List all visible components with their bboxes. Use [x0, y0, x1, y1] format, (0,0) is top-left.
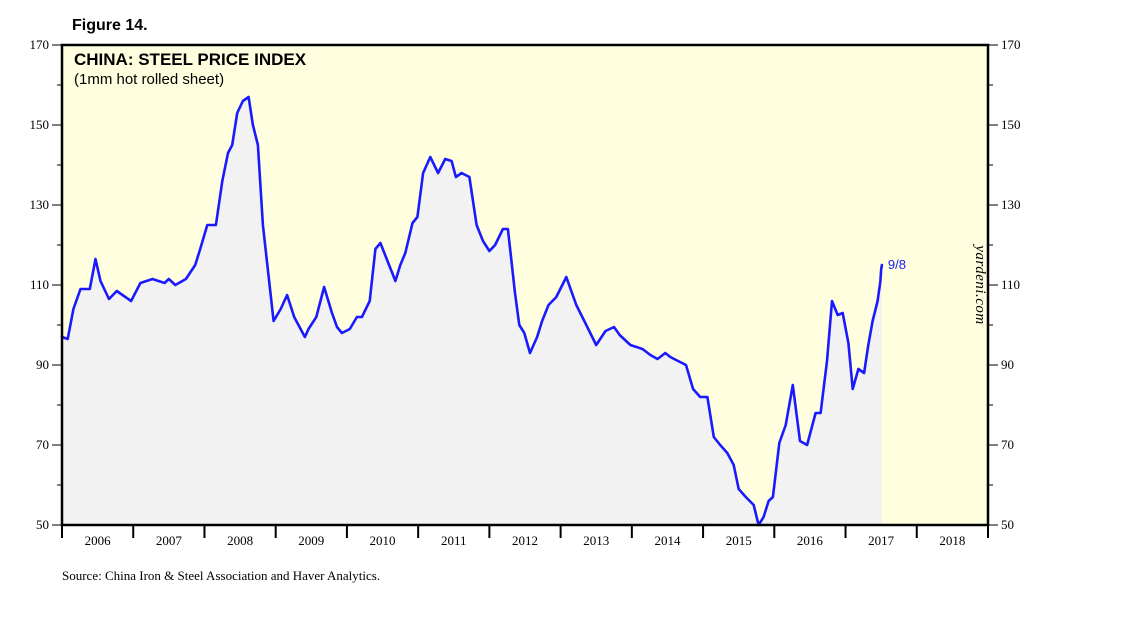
y-tick-label-left: 150 — [30, 117, 50, 132]
x-tick-label: 2018 — [939, 533, 965, 548]
x-tick-label: 2007 — [156, 533, 183, 548]
y-tick-label-left: 130 — [30, 197, 50, 212]
y-tick-label-right: 170 — [1001, 37, 1021, 52]
x-tick-label: 2011 — [441, 533, 467, 548]
x-tick-label: 2013 — [583, 533, 609, 548]
plot-frame — [60, 43, 990, 527]
y-tick-label-left: 170 — [30, 37, 50, 52]
series-line — [60, 95, 884, 527]
x-tick-label: 2014 — [654, 533, 681, 548]
y-tick-label-left: 90 — [36, 357, 49, 372]
y-tick-label-right: 130 — [1001, 197, 1021, 212]
x-axis: 2006 2007 2008 2009 2010 2011 2012 2013 2014 2015… — [61, 525, 989, 548]
y-tick-label-left: 50 — [36, 517, 49, 532]
y-axis-left: 50 70 90 110 130 150 170 — [30, 37, 62, 532]
y-tick-label-left: 110 — [30, 277, 49, 292]
chart-title: CHINA: STEEL PRICE INDEX — [74, 50, 307, 69]
x-tick-label: 2012 — [512, 533, 538, 548]
chart-subtitle: (1mm hot rolled sheet) — [74, 71, 224, 88]
figure-label: Figure 14. — [72, 17, 148, 34]
y-tick-label-right: 70 — [1001, 437, 1014, 452]
x-tick-label: 2016 — [797, 533, 824, 548]
y-tick-label-right: 50 — [1001, 517, 1014, 532]
y-tick-label-right: 150 — [1001, 117, 1021, 132]
y-tick-label-right: 90 — [1001, 357, 1014, 372]
end-label: 9/8 — [888, 257, 906, 272]
y-tick-label-right: 110 — [1001, 277, 1020, 292]
x-tick-label: 2015 — [726, 533, 752, 548]
series-area — [62, 97, 882, 525]
x-tick-label: 2010 — [370, 533, 396, 548]
x-tick-label: 2009 — [298, 533, 324, 548]
x-tick-label: 2008 — [227, 533, 253, 548]
x-tick-label: 2017 — [868, 533, 895, 548]
source-text: Source: China Iron & Steel Association a… — [62, 568, 380, 583]
x-tick-label: 2006 — [85, 533, 112, 548]
watermark: yardeni.com — [972, 243, 988, 325]
y-axis-right: 50 70 90 110 130 150 170 — [988, 37, 1021, 532]
y-tick-label-left: 70 — [36, 437, 49, 452]
